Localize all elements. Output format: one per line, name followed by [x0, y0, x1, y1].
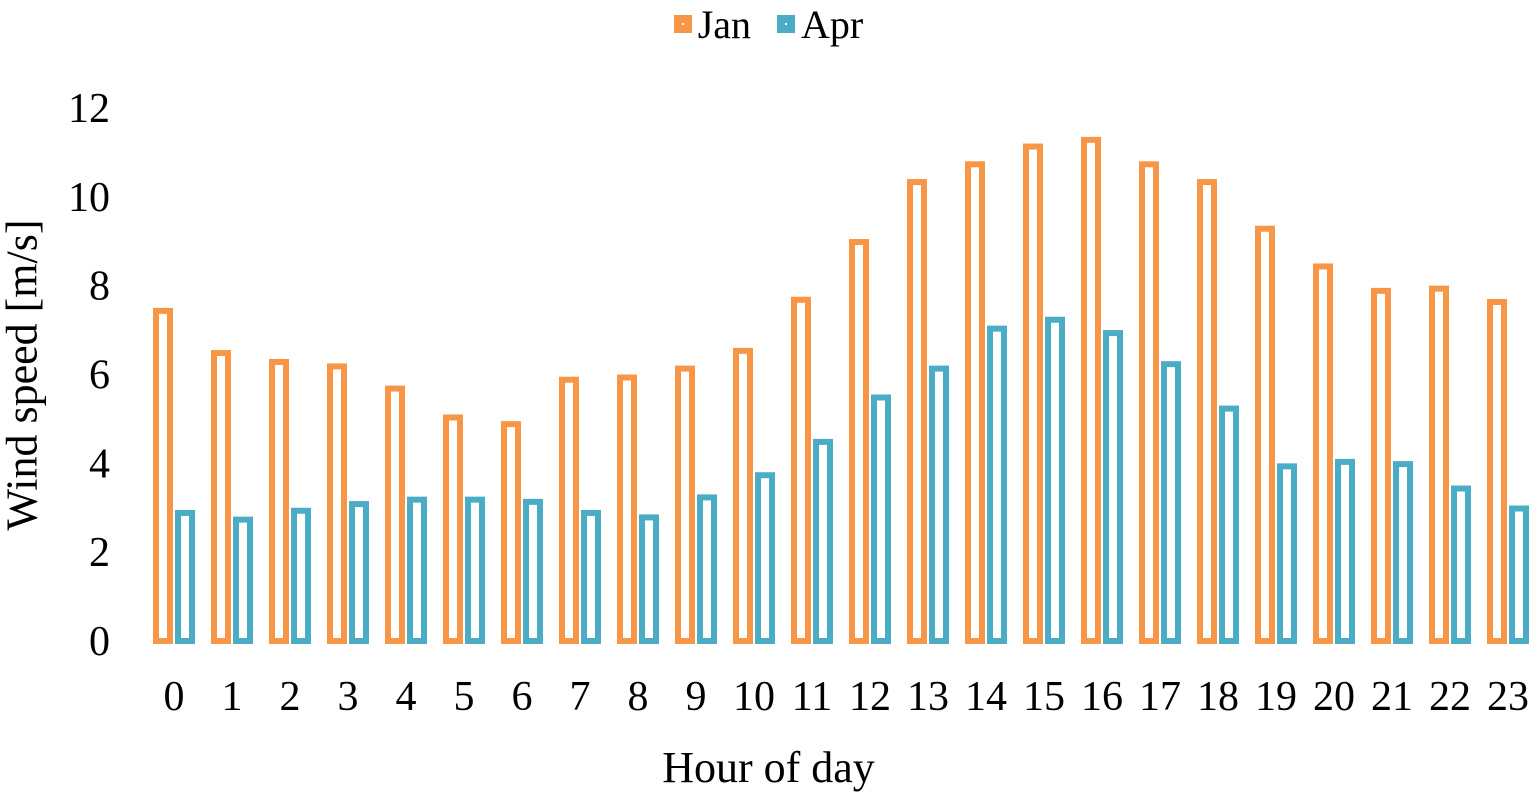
bar-apr-2 [291, 507, 311, 644]
x-tick-label: 2 [280, 674, 301, 720]
x-tick-label: 5 [454, 674, 475, 720]
bar-jan-7 [559, 376, 579, 644]
x-tick-label: 15 [1023, 674, 1065, 720]
y-tick-label: 0 [89, 619, 110, 665]
legend-item-jan: Jan [673, 1, 752, 48]
bar-apr-10 [755, 472, 775, 645]
x-tick-label: 19 [1255, 674, 1297, 720]
bar-jan-21 [1371, 287, 1391, 644]
x-tick-label: 18 [1197, 674, 1239, 720]
y-tick-label: 8 [89, 264, 110, 310]
bar-apr-19 [1277, 463, 1297, 645]
bar-apr-21 [1393, 461, 1413, 644]
x-tick-label: 11 [792, 674, 832, 720]
bar-apr-20 [1335, 458, 1355, 644]
y-tick-label: 6 [89, 353, 110, 399]
y-tick-label: 4 [89, 441, 110, 487]
y-tick-label: 12 [68, 86, 110, 132]
bar-jan-2 [269, 358, 289, 644]
bar-jan-22 [1429, 285, 1449, 644]
x-tick-label: 14 [965, 674, 1007, 720]
y-axis-title: Wind speed [m/s] [0, 219, 47, 531]
bar-apr-23 [1509, 505, 1529, 645]
x-axis-title: Hour of day [662, 743, 875, 792]
bar-apr-22 [1451, 485, 1471, 644]
bar-apr-0 [175, 509, 195, 644]
bar-apr-13 [929, 365, 949, 644]
bar-apr-14 [987, 325, 1007, 644]
bar-jan-1 [211, 350, 231, 644]
bar-jan-9 [675, 365, 695, 644]
x-tick-label: 4 [396, 674, 417, 720]
x-tick-label: 13 [907, 674, 949, 720]
legend: Jan Apr [0, 0, 1537, 48]
x-tick-label: 23 [1487, 674, 1529, 720]
bar-jan-15 [1023, 143, 1043, 645]
bar-jan-16 [1081, 136, 1101, 645]
bar-apr-3 [349, 501, 369, 644]
x-tick-label: 9 [686, 674, 707, 720]
bar-apr-12 [871, 394, 891, 644]
bar-jan-10 [733, 347, 753, 644]
legend-swatch-apr [777, 15, 796, 33]
legend-label-jan: Jan [697, 1, 752, 47]
bar-apr-4 [407, 496, 427, 645]
x-tick-label: 0 [164, 674, 185, 720]
bar-jan-20 [1313, 263, 1333, 644]
bar-jan-19 [1255, 225, 1275, 644]
x-tick-label: 3 [338, 674, 359, 720]
x-tick-label: 17 [1139, 674, 1181, 720]
bar-apr-8 [639, 514, 659, 644]
bar-jan-23 [1487, 298, 1507, 644]
bar-jan-12 [849, 239, 869, 644]
bar-apr-11 [813, 438, 833, 645]
bar-apr-6 [523, 498, 543, 644]
bar-apr-18 [1219, 405, 1239, 645]
bar-apr-15 [1045, 316, 1065, 644]
bar-apr-17 [1161, 361, 1181, 644]
bar-jan-11 [791, 296, 811, 644]
legend-item-apr: Apr [777, 1, 863, 48]
y-tick-label: 10 [68, 175, 110, 221]
bar-jan-4 [385, 385, 405, 644]
bar-apr-16 [1103, 330, 1123, 644]
x-tick-label: 1 [222, 674, 243, 720]
legend-swatch-jan [673, 15, 692, 33]
bar-jan-5 [443, 414, 463, 644]
x-tick-label: 10 [733, 674, 775, 720]
bar-jan-13 [907, 179, 927, 644]
x-tick-label: 22 [1429, 674, 1471, 720]
bar-jan-6 [501, 421, 521, 645]
bar-jan-0 [153, 307, 173, 644]
bar-jan-17 [1139, 161, 1159, 645]
bar-apr-9 [697, 494, 717, 644]
legend-label-apr: Apr [801, 1, 864, 47]
x-tick-label: 16 [1081, 674, 1123, 720]
y-tick-label: 2 [89, 530, 110, 576]
bar-apr-1 [233, 516, 253, 645]
bar-jan-18 [1197, 179, 1217, 644]
x-tick-label: 20 [1313, 674, 1355, 720]
x-tick-label: 12 [849, 674, 891, 720]
bar-jan-14 [965, 161, 985, 645]
bar-apr-5 [465, 496, 485, 645]
x-tick-label: 8 [628, 674, 649, 720]
bar-apr-7 [581, 509, 601, 644]
bar-jan-3 [327, 363, 347, 644]
x-tick-label: 21 [1371, 674, 1413, 720]
x-tick-label: 7 [570, 674, 591, 720]
x-tick-label: 6 [512, 674, 533, 720]
bar-jan-8 [617, 374, 637, 644]
